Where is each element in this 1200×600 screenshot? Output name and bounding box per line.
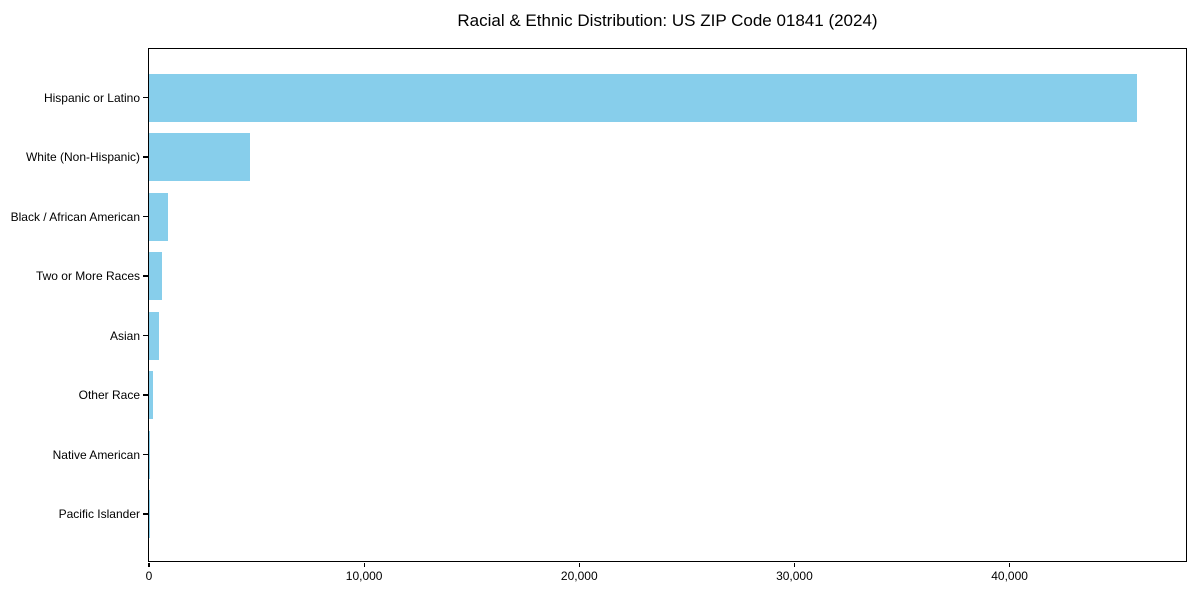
y-tick-label: Black / African American xyxy=(10,209,140,224)
y-tick xyxy=(143,513,148,515)
x-tick-label: 30,000 xyxy=(776,569,813,583)
bar xyxy=(149,311,160,360)
x-tick xyxy=(793,562,796,567)
y-tick-label: Hispanic or Latino xyxy=(43,90,140,105)
bar xyxy=(149,371,154,419)
y-tick xyxy=(143,215,148,218)
y-tick-label: Asian xyxy=(109,328,140,343)
y-tick-label: Two or More Races xyxy=(35,269,140,283)
y-tick xyxy=(143,96,148,99)
y-tick-label: Pacific Islander xyxy=(58,507,140,521)
x-tick xyxy=(363,562,365,567)
y-tick xyxy=(143,156,148,158)
y-tick xyxy=(143,394,148,396)
bar xyxy=(149,73,1137,122)
plot-area xyxy=(147,47,1187,562)
y-tick xyxy=(143,275,148,277)
x-tick-label: 0 xyxy=(145,569,153,583)
y-tick xyxy=(143,334,148,337)
x-tick-label: 20,000 xyxy=(560,569,598,583)
bar xyxy=(149,192,169,241)
x-tick-label: 10,000 xyxy=(345,569,383,583)
bar xyxy=(149,430,151,479)
chart-title: Racial & Ethnic Distribution: US ZIP Cod… xyxy=(457,11,878,30)
x-tick xyxy=(148,562,150,567)
y-tick-label: White (Non-Hispanic) xyxy=(25,150,140,164)
x-tick xyxy=(1008,562,1011,567)
y-tick-label: Native American xyxy=(52,447,140,462)
y-tick-label: Other Race xyxy=(78,388,140,402)
bar xyxy=(149,252,162,300)
y-tick xyxy=(143,453,148,456)
bar xyxy=(149,133,251,181)
x-tick-label: 40,000 xyxy=(991,569,1028,583)
x-tick xyxy=(578,562,580,567)
